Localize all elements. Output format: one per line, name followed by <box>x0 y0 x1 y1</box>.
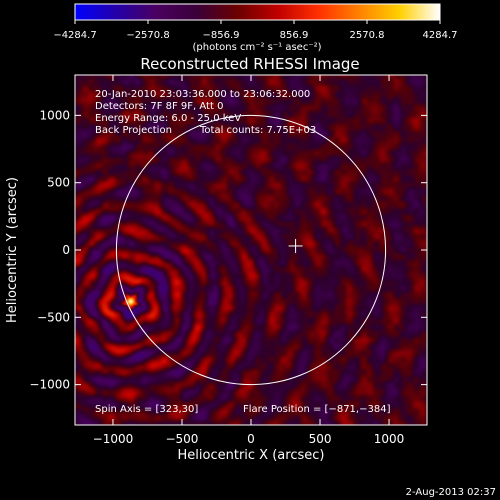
y-tick-label: 0 <box>62 243 70 257</box>
annotation-spin-axis: Spin Axis = [323,30] <box>95 404 198 415</box>
y-tick-label: −500 <box>37 310 70 324</box>
colorbar-units: (photons cm⁻² s⁻¹ asec⁻²) <box>192 42 321 53</box>
x-axis-label: Heliocentric X (arcsec) <box>178 448 325 463</box>
colorbar-tick-label: −856.9 <box>202 30 239 41</box>
solar-limb-circle <box>115 114 387 386</box>
x-tick-label: −1000 <box>93 432 134 446</box>
x-tick-label: 0 <box>247 432 255 446</box>
colorbar-tick-label: −4284.7 <box>53 30 96 41</box>
annotation-total-counts: Total counts: 7.75E+03 <box>199 125 316 136</box>
annotation-method: Back Projection <box>95 125 172 136</box>
y-axis-label: Heliocentric Y (arcsec) <box>5 177 20 323</box>
x-tick-label: 1000 <box>374 432 405 446</box>
y-axis-ticks: −1000 −500 0 500 1000 <box>29 108 427 392</box>
colorbar-tick-label: 856.9 <box>280 30 309 41</box>
x-tick-label: −500 <box>165 432 198 446</box>
annotation-time-range: 20-Jan-2010 23:03:36.000 to 23:06:32.000 <box>95 89 310 100</box>
colorbar-tick-label: −2570.8 <box>126 30 169 41</box>
colorbar-ticks: −4284.7 −2570.8 −856.9 856.9 2570.8 4284.7 <box>53 20 458 41</box>
colorbar <box>74 3 441 21</box>
y-tick-label: 500 <box>47 176 70 190</box>
annotation-flare-position: Flare Position = [−871,−384] <box>243 404 391 415</box>
x-axis-ticks: −1000 −500 0 500 1000 <box>93 75 405 446</box>
x-tick-label: 500 <box>309 432 332 446</box>
y-tick-label: −1000 <box>29 378 70 392</box>
annotation-energy-range: Energy Range: 6.0 - 25.0 keV <box>95 113 241 124</box>
chart-title: Reconstructed RHESSI Image <box>140 55 359 73</box>
heatmap-image <box>75 75 427 425</box>
colorbar-tick-label: 4284.7 <box>423 30 458 41</box>
spin-axis-marker <box>288 238 303 253</box>
annotation-detectors: Detectors: 7F 8F 9F, Att 0 <box>95 101 223 112</box>
colorbar-tick-label: 2570.8 <box>349 30 384 41</box>
y-tick-label: 1000 <box>39 108 70 122</box>
footer-date: 2-Aug-2013 02:37 <box>406 487 496 498</box>
